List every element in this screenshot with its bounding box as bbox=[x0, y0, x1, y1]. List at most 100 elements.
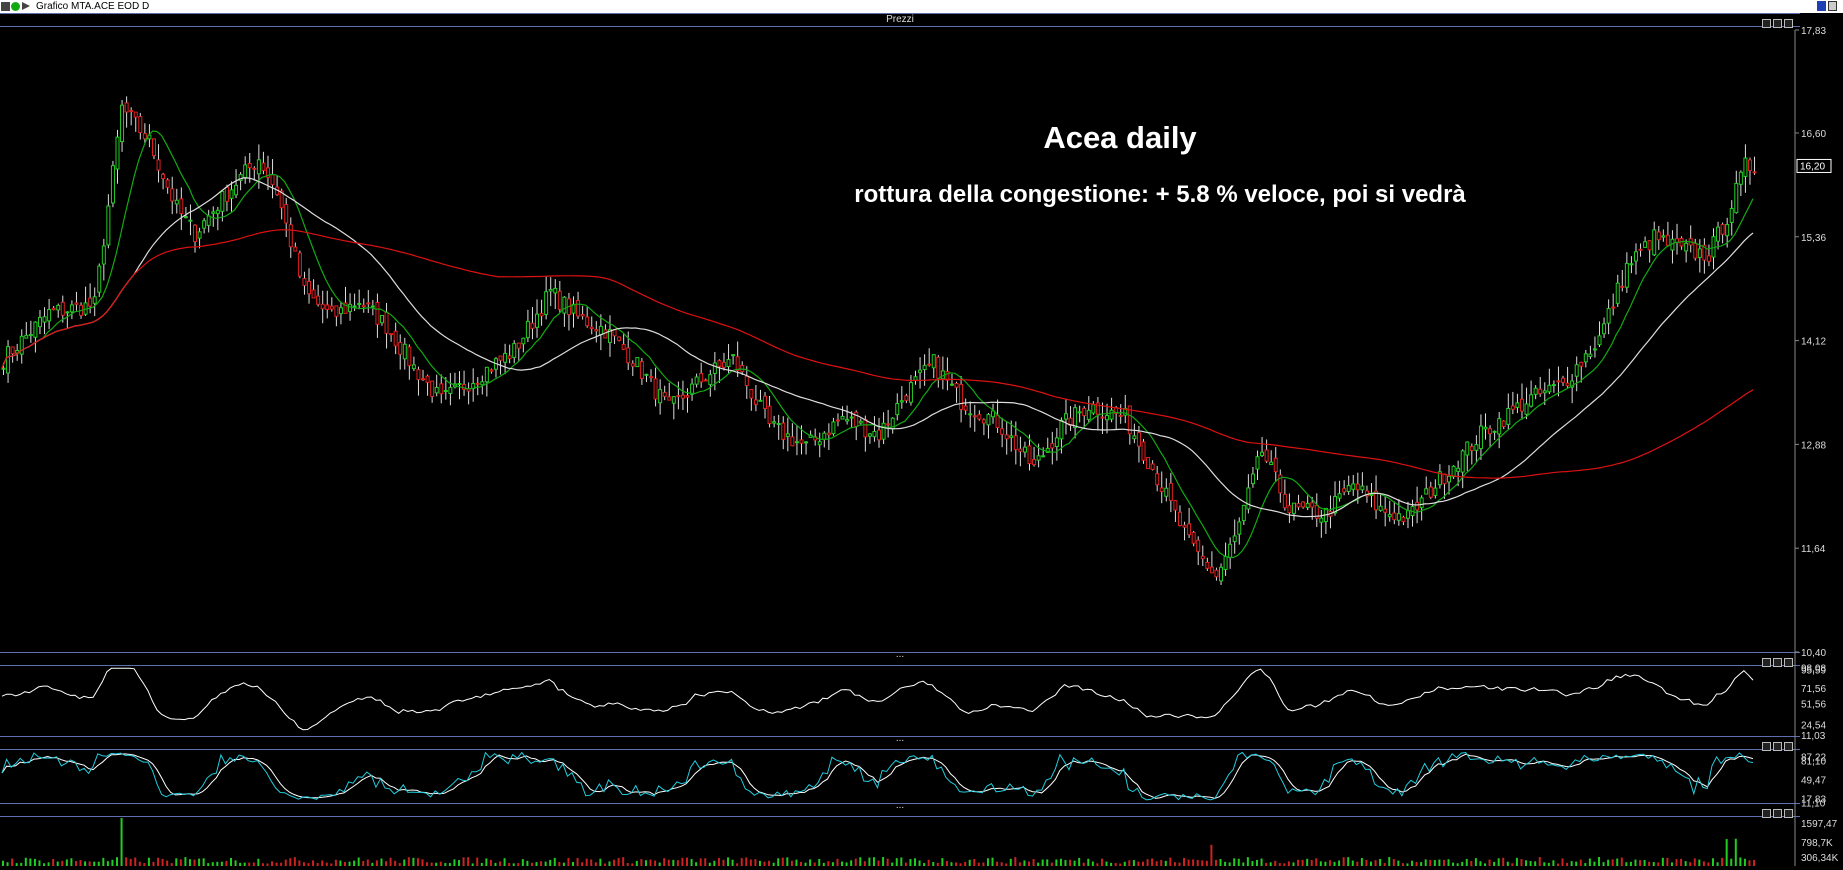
candle bbox=[662, 392, 667, 397]
panel-collapse-icon[interactable] bbox=[1762, 658, 1771, 667]
candle bbox=[279, 190, 284, 209]
candle bbox=[1519, 398, 1524, 412]
volume-bar bbox=[166, 860, 169, 866]
candle bbox=[981, 419, 986, 424]
panel-maximize-icon[interactable] bbox=[1773, 658, 1782, 667]
volume-bar bbox=[1584, 863, 1587, 866]
volume-bar bbox=[914, 858, 916, 866]
volume-bar bbox=[1602, 862, 1605, 866]
volume-bar bbox=[207, 863, 210, 866]
volume-bar bbox=[416, 858, 419, 866]
volume-bar bbox=[1328, 860, 1331, 866]
volume-bar bbox=[248, 862, 251, 866]
candle bbox=[1693, 242, 1698, 259]
volume-bar bbox=[1447, 859, 1450, 866]
volume-bar bbox=[672, 859, 675, 866]
volume-bar bbox=[220, 861, 223, 866]
candle bbox=[881, 422, 886, 440]
candle bbox=[1127, 405, 1132, 435]
candle bbox=[886, 423, 891, 426]
candle bbox=[1333, 495, 1338, 514]
candle bbox=[1100, 416, 1105, 419]
candle bbox=[325, 304, 330, 310]
candle bbox=[699, 372, 704, 383]
panel-collapse-icon[interactable] bbox=[1762, 742, 1771, 751]
volume-panel-header: ... bbox=[0, 800, 1800, 818]
volume-bar bbox=[909, 859, 912, 866]
volume-bar bbox=[184, 857, 187, 866]
osc2-axis-label: 49,47 bbox=[1801, 775, 1826, 786]
volume-bar bbox=[1748, 860, 1751, 866]
candle bbox=[357, 303, 362, 306]
volume-bar bbox=[261, 863, 264, 866]
panel-maximize-icon[interactable] bbox=[1773, 809, 1782, 818]
pin-icon[interactable] bbox=[1828, 1, 1837, 11]
candle bbox=[1720, 224, 1725, 235]
volume-bar bbox=[1196, 859, 1199, 866]
restore-icon[interactable] bbox=[1817, 1, 1826, 11]
candle bbox=[179, 198, 184, 215]
candle bbox=[767, 405, 772, 425]
panel-close-icon[interactable] bbox=[1784, 658, 1793, 667]
candle bbox=[1620, 285, 1625, 288]
volume-bar bbox=[1712, 858, 1714, 866]
candle bbox=[161, 173, 166, 180]
panel-close-icon[interactable] bbox=[1784, 742, 1793, 751]
candle bbox=[512, 343, 517, 358]
volume-bar bbox=[1397, 860, 1400, 866]
candle bbox=[1360, 485, 1365, 491]
panel-collapse-icon[interactable] bbox=[1762, 19, 1771, 28]
volume-bar bbox=[1561, 858, 1564, 866]
candle bbox=[1301, 501, 1306, 508]
volume-bar bbox=[1100, 858, 1103, 866]
candle bbox=[671, 396, 676, 404]
volume-bar bbox=[603, 863, 606, 866]
candle bbox=[1232, 535, 1237, 543]
candle bbox=[749, 389, 754, 399]
volume-bar bbox=[230, 857, 232, 866]
volume-bar bbox=[125, 857, 128, 866]
osc1-panel-separator: ... bbox=[895, 649, 905, 660]
volume-bar bbox=[1575, 861, 1578, 866]
volume-bar bbox=[1037, 862, 1040, 866]
candle bbox=[790, 436, 795, 447]
volume-bar bbox=[1588, 858, 1591, 866]
volume-bar bbox=[1488, 859, 1491, 866]
volume-bar bbox=[467, 857, 470, 866]
volume-bar bbox=[225, 860, 228, 866]
volume-bar bbox=[503, 858, 506, 866]
volume-bar bbox=[357, 857, 360, 866]
volume-bar bbox=[444, 863, 447, 866]
volume-bar bbox=[1634, 859, 1637, 866]
candle bbox=[781, 422, 786, 440]
candle bbox=[1237, 521, 1242, 535]
candle bbox=[434, 387, 439, 394]
volume-axis-label: 798,7K bbox=[1801, 838, 1833, 849]
chart-icon[interactable] bbox=[1, 2, 10, 11]
play-icon[interactable] bbox=[22, 2, 30, 10]
candle bbox=[817, 441, 822, 446]
window-controls bbox=[1815, 1, 1839, 12]
volume-bar bbox=[1707, 862, 1710, 866]
volume-bar bbox=[1078, 857, 1081, 866]
candle bbox=[1109, 409, 1114, 420]
panel-maximize-icon[interactable] bbox=[1773, 19, 1782, 28]
candle bbox=[913, 376, 918, 381]
volume-bar bbox=[84, 861, 87, 866]
panel-maximize-icon[interactable] bbox=[1773, 742, 1782, 751]
volume-bar bbox=[508, 862, 511, 866]
volume-bar bbox=[882, 857, 885, 866]
moving-average-mid bbox=[1, 177, 1754, 518]
panel-collapse-icon[interactable] bbox=[1762, 809, 1771, 818]
candle bbox=[1624, 262, 1629, 288]
volume-bar bbox=[471, 863, 474, 866]
volume-bar bbox=[699, 858, 702, 866]
panel-close-icon[interactable] bbox=[1784, 809, 1793, 818]
candle bbox=[439, 383, 444, 395]
volume-bar bbox=[1018, 862, 1021, 866]
volume-bar bbox=[1520, 859, 1523, 866]
volume-bar bbox=[631, 863, 634, 866]
panel-close-icon[interactable] bbox=[1784, 19, 1793, 28]
candle bbox=[530, 322, 535, 329]
